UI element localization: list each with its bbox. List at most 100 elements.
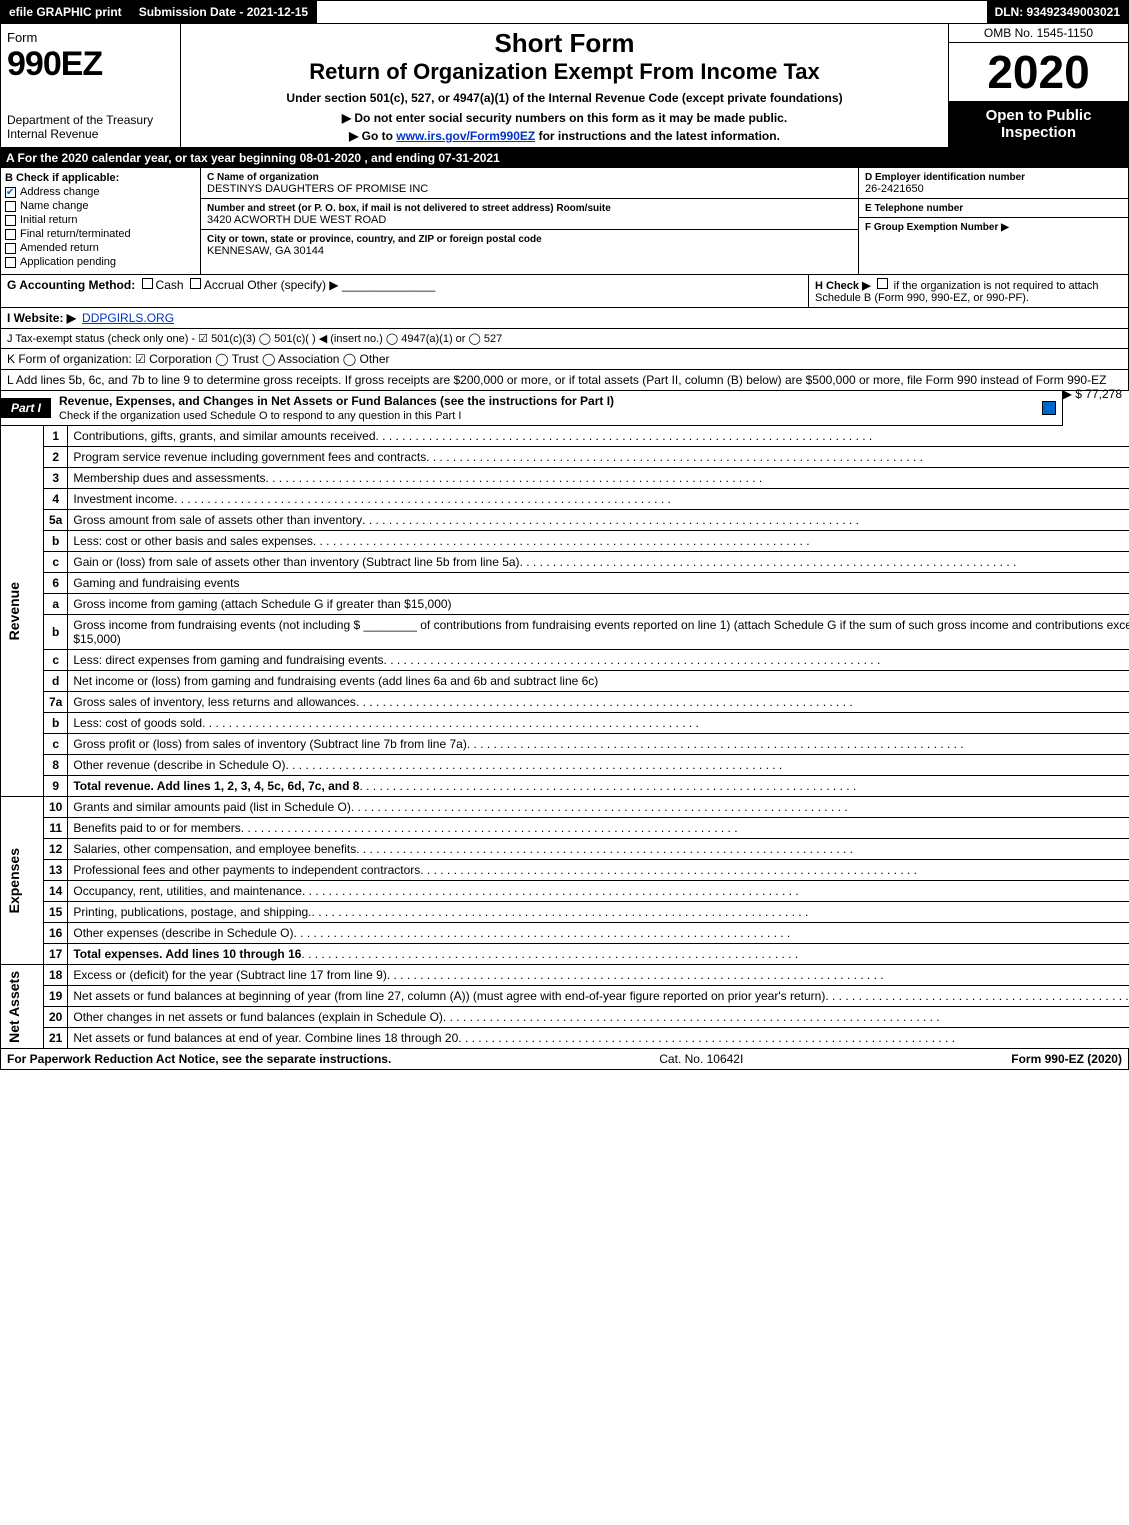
checkbox-icon (190, 278, 201, 289)
line-desc: Net assets or fund balances at beginning… (73, 989, 825, 1003)
line-desc: Excess or (deficit) for the year (Subtra… (73, 968, 386, 982)
line-desc: Grants and similar amounts paid (list in… (73, 800, 350, 814)
line-desc: Investment income (73, 492, 174, 506)
part-1-label: Part I (1, 398, 51, 418)
g-other: Other (specify) ▶ (247, 278, 338, 292)
checkbox-icon (5, 201, 16, 212)
k-text: K Form of organization: ☑ Corporation ◯ … (7, 352, 390, 366)
line-desc: Contributions, gifts, grants, and simila… (73, 429, 375, 443)
f-label: F Group Exemption Number ▶ (865, 222, 1009, 233)
header-right: OMB No. 1545-1150 2020 Open to Public In… (948, 24, 1128, 147)
chk-amended-return[interactable]: Amended return (5, 242, 196, 254)
website-link[interactable]: DDPGIRLS.ORG (82, 311, 174, 325)
line-desc: Less: cost or other basis and sales expe… (73, 534, 312, 548)
line-desc: Occupancy, rent, utilities, and maintena… (73, 884, 302, 898)
header-center: Short Form Return of Organization Exempt… (181, 24, 948, 147)
j-text: J Tax-exempt status (check only one) - ☑… (7, 332, 502, 345)
line-desc: Program service revenue including govern… (73, 450, 426, 464)
line-10: Expenses 10Grants and similar amounts pa… (1, 797, 1129, 818)
top-spacer (317, 1, 986, 23)
part-1-check-line: Check if the organization used Schedule … (59, 410, 461, 422)
chk-label: Name change (20, 200, 89, 212)
checkbox-icon (877, 278, 888, 289)
g-row: G Accounting Method: Cash Accrual Other … (1, 275, 808, 307)
checkbox-icon (142, 278, 153, 289)
d-ein-cell: D Employer identification number 26-2421… (859, 168, 1128, 199)
i-row: I Website: ▶ DDPGIRLS.ORG (0, 308, 1129, 329)
goto-link[interactable]: www.irs.gov/Form990EZ (396, 129, 535, 143)
checkbox-icon (5, 187, 16, 198)
chk-label: Initial return (20, 214, 77, 226)
l-row: L Add lines 5b, 6c, and 7b to line 9 to … (0, 370, 1129, 391)
footer: For Paperwork Reduction Act Notice, see … (0, 1049, 1129, 1070)
chk-application-pending[interactable]: Application pending (5, 256, 196, 268)
org-block: B Check if applicable: Address change Na… (0, 168, 1129, 275)
city: KENNESAW, GA 30144 (207, 245, 324, 257)
i-label: I Website: ▶ (7, 311, 76, 325)
line-6d: dNet income or (loss) from gaming and fu… (1, 671, 1129, 692)
chk-address-change[interactable]: Address change (5, 186, 196, 198)
section-c: C Name of organization DESTINYS DAUGHTER… (201, 168, 858, 274)
section-a-bar: A For the 2020 calendar year, or tax yea… (0, 148, 1129, 168)
line-desc: Gain or (loss) from sale of assets other… (73, 555, 519, 569)
line-6: 6Gaming and fundraising events (1, 573, 1129, 594)
goto-post: for instructions and the latest informat… (535, 129, 780, 143)
submission-date: Submission Date - 2021-12-15 (131, 1, 317, 23)
g-accrual: Accrual (204, 278, 244, 292)
line-7b: bLess: cost of goods sold7b (1, 713, 1129, 734)
line-desc: Gross profit or (loss) from sales of inv… (73, 737, 466, 751)
expenses-vlabel: Expenses (6, 848, 22, 913)
line-7a: 7aGross sales of inventory, less returns… (1, 692, 1129, 713)
chk-final-return[interactable]: Final return/terminated (5, 228, 196, 240)
chk-initial-return[interactable]: Initial return (5, 214, 196, 226)
part-1-title: Revenue, Expenses, and Changes in Net As… (51, 391, 1042, 425)
line-9: 9Total revenue. Add lines 1, 2, 3, 4, 5c… (1, 776, 1129, 797)
l-amount: ▶ $ 77,278 (1063, 387, 1122, 401)
d-label: D Employer identification number (865, 172, 1025, 183)
form-word: Form (7, 30, 37, 45)
efile-print[interactable]: efile GRAPHIC print (1, 1, 131, 23)
org-name-row: C Name of organization DESTINYS DAUGHTER… (201, 168, 858, 199)
line-6b: bGross income from fundraising events (n… (1, 615, 1129, 650)
line-desc: Gross income from gaming (attach Schedul… (73, 597, 451, 611)
goto-line: ▶ Go to www.irs.gov/Form990EZ for instru… (191, 129, 938, 143)
footer-center: Cat. No. 10642I (659, 1052, 743, 1066)
line-desc: Other changes in net assets or fund bala… (73, 1010, 443, 1024)
line-desc: Gross sales of inventory, less returns a… (73, 695, 356, 709)
dept-treasury: Department of the Treasury Internal Reve… (7, 113, 174, 141)
chk-label: Application pending (20, 256, 116, 268)
e-label: E Telephone number (865, 203, 963, 214)
org-name: DESTINYS DAUGHTERS OF PROMISE INC (207, 183, 428, 195)
chk-label: Amended return (20, 242, 99, 254)
checkbox-icon (5, 243, 16, 254)
line-18: Net Assets 18Excess or (deficit) for the… (1, 965, 1129, 986)
line-desc: Professional fees and other payments to … (73, 863, 420, 877)
line-5b: bLess: cost or other basis and sales exp… (1, 531, 1129, 552)
revenue-vlabel: Revenue (6, 582, 22, 640)
line-desc: Membership dues and assessments (73, 471, 265, 485)
chk-name-change[interactable]: Name change (5, 200, 196, 212)
under-section: Under section 501(c), 527, or 4947(a)(1)… (191, 91, 938, 105)
return-title: Return of Organization Exempt From Incom… (191, 59, 938, 85)
line-desc: Printing, publications, postage, and shi… (73, 905, 311, 919)
l-text: L Add lines 5b, 6c, and 7b to line 9 to … (7, 373, 1106, 387)
omb-number: OMB No. 1545-1150 (949, 24, 1128, 43)
form-number: 990EZ (7, 45, 102, 83)
footer-left: For Paperwork Reduction Act Notice, see … (7, 1052, 391, 1066)
line-1: Revenue 1Contributions, gifts, grants, a… (1, 426, 1129, 447)
line-17: 17Total expenses. Add lines 10 through 1… (1, 944, 1129, 965)
city-label: City or town, state or province, country… (207, 234, 542, 245)
part-1-checkbox[interactable] (1042, 401, 1056, 415)
section-def: D Employer identification number 26-2421… (858, 168, 1128, 274)
k-row: K Form of organization: ☑ Corporation ◯ … (0, 349, 1129, 370)
open-to-public: Open to Public Inspection (949, 101, 1128, 147)
line-12: 12Salaries, other compensation, and empl… (1, 839, 1129, 860)
h-label: H Check ▶ (815, 280, 871, 292)
line-13: 13Professional fees and other payments t… (1, 860, 1129, 881)
line-4: 4Investment income4 (1, 489, 1129, 510)
line-desc: Benefits paid to or for members (73, 821, 240, 835)
line-desc: Other revenue (describe in Schedule O) (73, 758, 285, 772)
line-2: 2Program service revenue including gover… (1, 447, 1129, 468)
line-14: 14Occupancy, rent, utilities, and mainte… (1, 881, 1129, 902)
line-5a: 5aGross amount from sale of assets other… (1, 510, 1129, 531)
